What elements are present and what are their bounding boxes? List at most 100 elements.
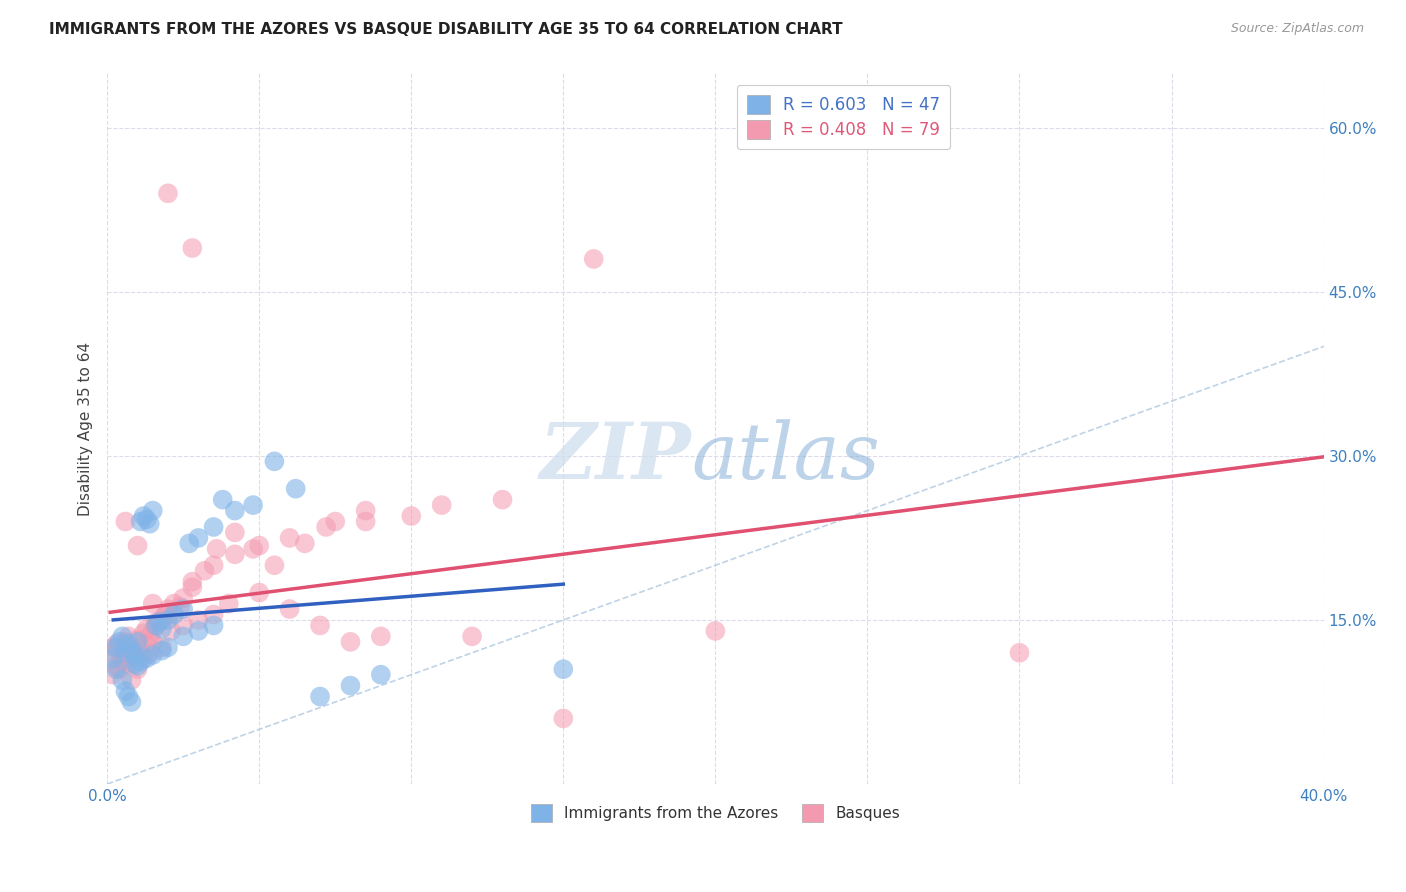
Point	[114, 657, 136, 671]
Point	[127, 632, 149, 647]
Point	[553, 662, 575, 676]
Point	[127, 539, 149, 553]
Text: IMMIGRANTS FROM THE AZORES VS BASQUE DISABILITY AGE 35 TO 64 CORRELATION CHART: IMMIGRANTS FROM THE AZORES VS BASQUE DIS…	[49, 22, 842, 37]
Point	[132, 509, 155, 524]
Point	[224, 547, 246, 561]
Point	[145, 618, 167, 632]
Point	[181, 574, 204, 589]
Point	[121, 673, 143, 687]
Point	[124, 651, 146, 665]
Point	[163, 607, 186, 622]
Point	[129, 515, 152, 529]
Point	[111, 651, 134, 665]
Point	[135, 651, 157, 665]
Text: ZIP: ZIP	[540, 418, 690, 495]
Point	[401, 509, 423, 524]
Point	[179, 536, 201, 550]
Point	[105, 659, 128, 673]
Point	[127, 635, 149, 649]
Point	[224, 503, 246, 517]
Point	[211, 492, 233, 507]
Point	[284, 482, 307, 496]
Point	[205, 541, 228, 556]
Point	[145, 618, 167, 632]
Point	[172, 629, 194, 643]
Point	[142, 597, 165, 611]
Point	[150, 640, 173, 655]
Point	[111, 673, 134, 687]
Point	[105, 662, 128, 676]
Point	[553, 711, 575, 725]
Point	[202, 558, 225, 573]
Point	[354, 515, 377, 529]
Point	[114, 684, 136, 698]
Point	[150, 643, 173, 657]
Point	[172, 602, 194, 616]
Point	[114, 515, 136, 529]
Point	[117, 637, 139, 651]
Point	[145, 615, 167, 629]
Point	[148, 615, 170, 629]
Point	[121, 643, 143, 657]
Point	[108, 643, 131, 657]
Point	[160, 624, 183, 638]
Point	[461, 629, 484, 643]
Point	[156, 186, 179, 201]
Point	[129, 643, 152, 657]
Point	[582, 252, 605, 266]
Text: atlas: atlas	[690, 419, 880, 495]
Point	[169, 599, 191, 614]
Point	[242, 498, 264, 512]
Point	[430, 498, 453, 512]
Point	[247, 585, 270, 599]
Point	[138, 646, 160, 660]
Point	[124, 648, 146, 662]
Y-axis label: Disability Age 35 to 64: Disability Age 35 to 64	[79, 342, 93, 516]
Point	[132, 626, 155, 640]
Point	[124, 646, 146, 660]
Point	[150, 613, 173, 627]
Point	[114, 635, 136, 649]
Point	[202, 618, 225, 632]
Point	[142, 635, 165, 649]
Point	[156, 640, 179, 655]
Point	[114, 646, 136, 660]
Point	[117, 690, 139, 704]
Point	[135, 622, 157, 636]
Point	[278, 602, 301, 616]
Point	[491, 492, 513, 507]
Point	[187, 624, 209, 638]
Point	[202, 607, 225, 622]
Point	[111, 655, 134, 669]
Point	[156, 602, 179, 616]
Point	[263, 454, 285, 468]
Point	[202, 520, 225, 534]
Point	[103, 640, 125, 655]
Point	[181, 241, 204, 255]
Point	[224, 525, 246, 540]
Point	[172, 618, 194, 632]
Point	[187, 531, 209, 545]
Point	[150, 622, 173, 636]
Point	[138, 629, 160, 643]
Point	[704, 624, 727, 638]
Point	[129, 648, 152, 662]
Point	[187, 613, 209, 627]
Point	[127, 662, 149, 676]
Point	[263, 558, 285, 573]
Point	[354, 503, 377, 517]
Point	[103, 667, 125, 681]
Point	[148, 615, 170, 629]
Point	[117, 648, 139, 662]
Point	[309, 618, 332, 632]
Point	[218, 597, 240, 611]
Point	[108, 635, 131, 649]
Point	[242, 541, 264, 556]
Point	[135, 512, 157, 526]
Point	[142, 503, 165, 517]
Point	[142, 648, 165, 662]
Point	[105, 640, 128, 655]
Point	[370, 629, 392, 643]
Point	[111, 629, 134, 643]
Point	[108, 662, 131, 676]
